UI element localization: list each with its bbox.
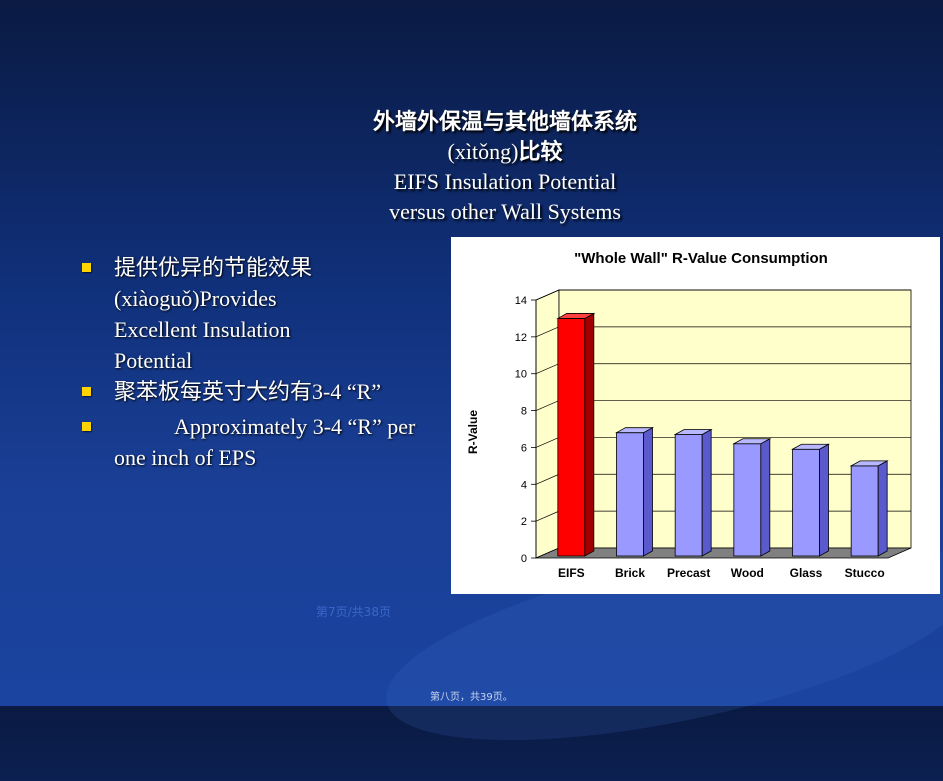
title-cn-suffix: 比较 <box>518 140 563 165</box>
bar-top <box>732 438 772 445</box>
bar-top <box>614 427 655 434</box>
bullet-line: Potential <box>114 348 193 373</box>
x-category-label: EIFS <box>558 566 585 580</box>
bar-front <box>792 448 820 557</box>
title-line-3: EIFS Insulation Potential <box>393 169 617 194</box>
bar-front <box>850 465 879 557</box>
y-tick-label: 10 <box>515 369 527 381</box>
bar-front <box>557 318 586 557</box>
bar-front <box>733 443 762 557</box>
bar-top <box>673 429 713 435</box>
x-category-label: Wood <box>731 566 764 580</box>
bar-side <box>877 460 888 557</box>
page-indicator-bottom: 第八页，共39页。 <box>430 692 513 703</box>
bar-top <box>556 313 596 319</box>
left-wall <box>535 289 560 559</box>
y-tick-label: 8 <box>521 406 527 418</box>
bar-side <box>584 312 595 557</box>
chart-svg: "Whole Wall" R-Value Consumption R-Value… <box>466 250 912 580</box>
bullet-line: 聚苯板每英寸大约有3-4 “R” <box>114 379 382 404</box>
chart-title: "Whole Wall" R-Value Consumption <box>574 250 828 267</box>
y-axis-label: R-Value <box>466 410 480 454</box>
bullet-square-icon <box>82 263 91 272</box>
bullet-item: Approximately 3-4 “R” per one inch of EP… <box>80 411 460 473</box>
y-tick-label: 6 <box>521 442 527 454</box>
y-tick-label: 14 <box>515 295 527 307</box>
bar-top <box>849 460 889 467</box>
bullet-item: 聚苯板每英寸大约有3-4 “R” <box>80 376 460 407</box>
y-tick-label: 4 <box>521 479 527 491</box>
bullet-line: Approximately 3-4 “R” per <box>174 414 416 439</box>
plot-area: 0 2 4 6 8 10 12 14 EIFS Brick Precast Wood Glass Stuc… <box>515 289 912 580</box>
bullet-item: 提供优异的节能效果 (xiàoguǒ)Provides Excellent In… <box>80 252 460 376</box>
slide-title: 外墙外保温与其他墙体系统 (xìtǒng)比较 EIFS Insulation … <box>300 108 710 227</box>
bar-side <box>643 427 653 557</box>
x-category-label: Precast <box>667 566 710 580</box>
x-category-label: Glass <box>790 566 823 580</box>
title-pinyin: (xìtǒng) <box>447 139 519 164</box>
bullet-square-icon <box>82 387 91 396</box>
bar-side <box>819 443 829 557</box>
y-tick-label: 2 <box>521 516 527 528</box>
bar-chart: "Whole Wall" R-Value Consumption R-Value… <box>451 237 940 594</box>
title-line-1: 外墙外保温与其他墙体系统 <box>372 110 637 135</box>
bar-side <box>701 428 712 557</box>
bar-top <box>790 443 831 450</box>
bullet-square-icon <box>82 422 91 431</box>
bullet-line: Excellent Insulation <box>114 317 291 342</box>
bullet-line: one inch of EPS <box>114 445 257 470</box>
title-line-4: versus other Wall Systems <box>389 199 621 224</box>
y-tick-label: 12 <box>515 332 527 344</box>
y-tick-label: 0 <box>521 553 527 565</box>
bullet-list: 提供优异的节能效果 (xiàoguǒ)Provides Excellent In… <box>80 252 460 473</box>
x-category-label: Stucco <box>845 566 885 580</box>
title-line-2: (xìtǒng)比较 <box>300 138 710 167</box>
bar-side <box>760 438 771 557</box>
gridline <box>535 289 911 301</box>
bullet-line: (xiàoguǒ)Provides <box>114 286 277 311</box>
bar-front <box>616 432 644 557</box>
x-category-label: Brick <box>615 566 645 580</box>
bullet-line: 提供优异的节能效果 <box>114 255 313 280</box>
page-indicator-small: 第7页/共38页 <box>316 605 391 619</box>
bar-front <box>674 434 703 557</box>
